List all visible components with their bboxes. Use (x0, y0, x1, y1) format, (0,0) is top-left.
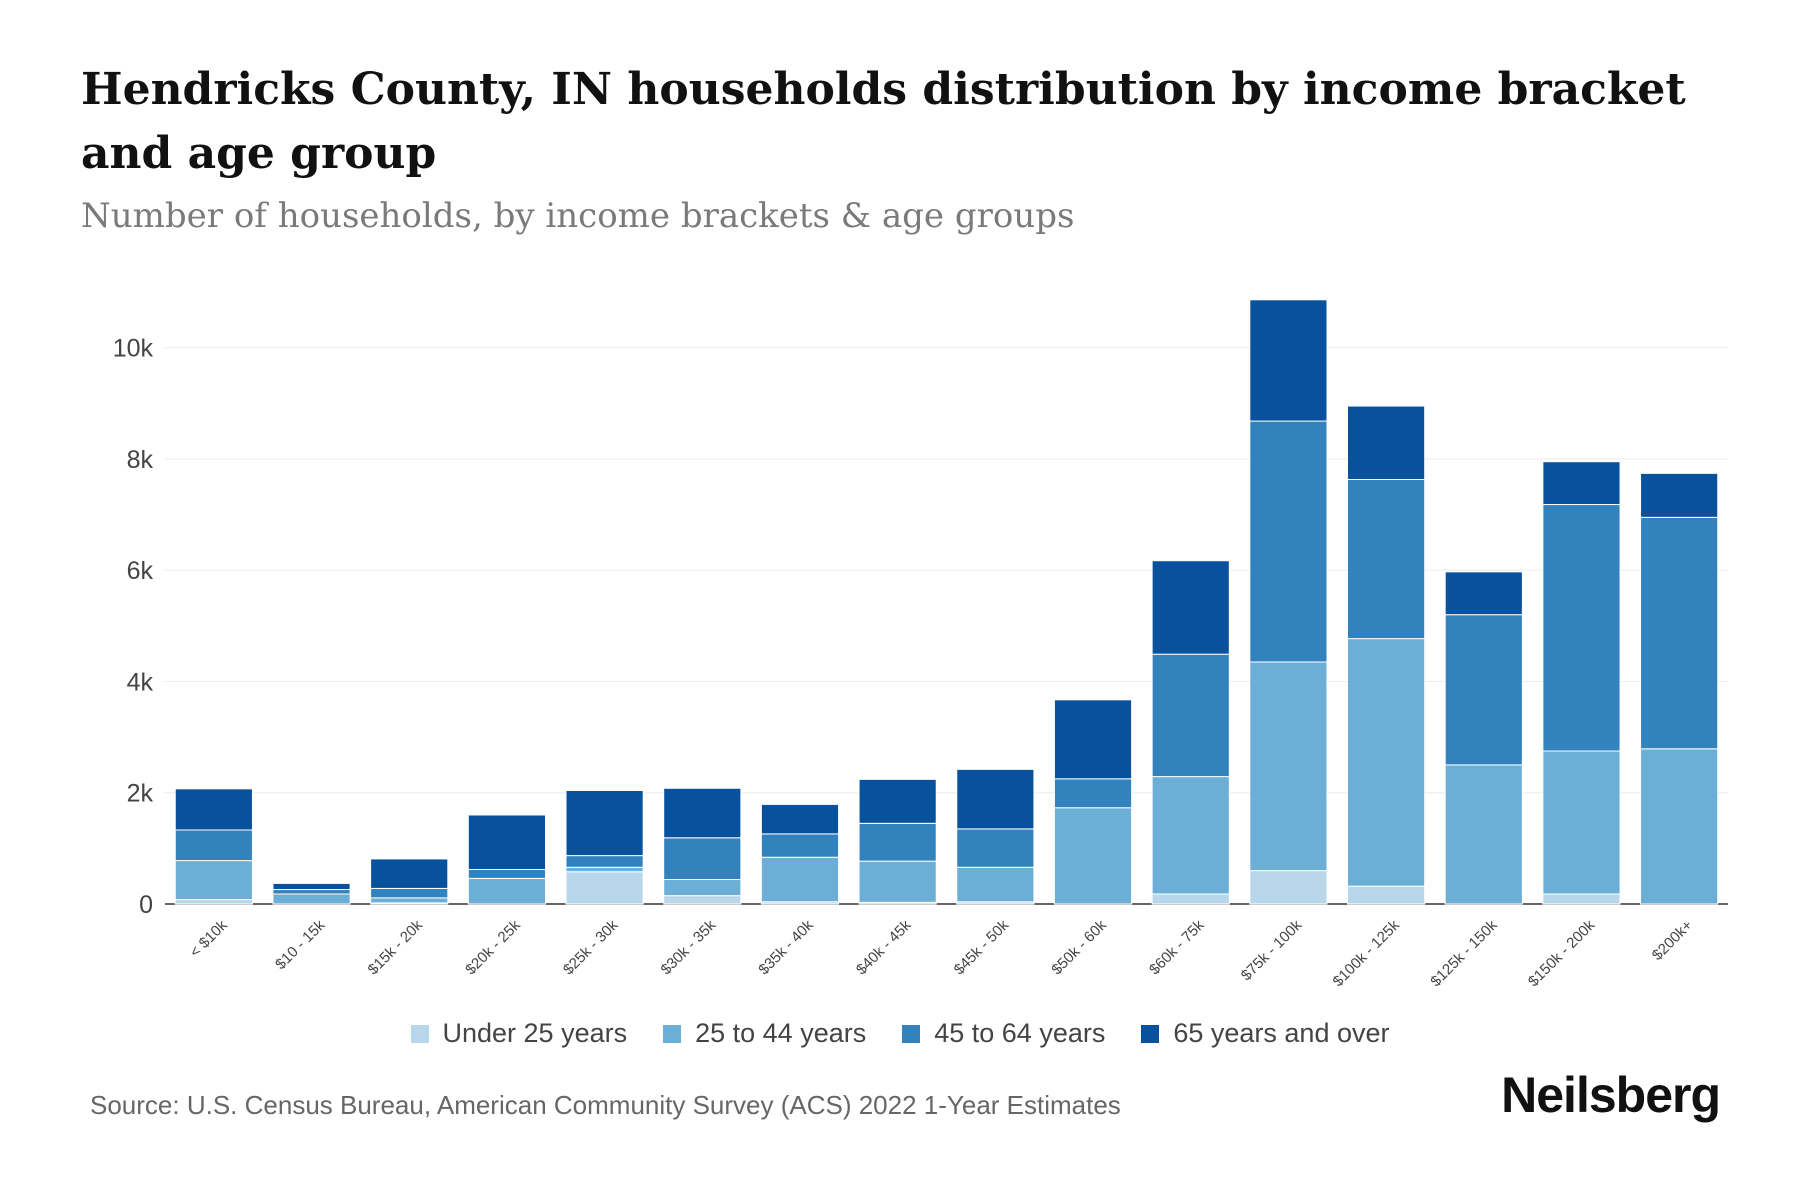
stacked-bar-chart: 0 2k 4k 6k 8k 10k < $10k $10 - 15k $15k - 20k $2… (113, 299, 1728, 990)
x-tick-label: $45k - 50k (951, 916, 1013, 978)
bar-segment (1151, 653, 1230, 778)
bar-segment (1249, 870, 1328, 905)
bar-segment (858, 822, 937, 862)
bar-segment (760, 833, 840, 858)
x-tick-label: $50k - 60k (1048, 916, 1110, 978)
y-tick-label: 0 (139, 891, 153, 919)
x-tick-label: $15k - 20k (364, 916, 426, 978)
legend-label: 25 to 44 years (695, 1018, 867, 1048)
x-tick-label: $125k - 150k (1427, 916, 1501, 990)
bar-segment (272, 893, 351, 905)
legend-swatch (663, 1024, 682, 1043)
x-tick-label: $10 - 15k (272, 916, 329, 973)
x-tick-label: $30k - 35k (658, 916, 720, 978)
bar-segment (1542, 461, 1621, 506)
source-note: Source: U.S. Census Bureau, American Com… (90, 1090, 1121, 1120)
legend-label: 45 to 64 years (934, 1018, 1106, 1048)
bar-segment (174, 829, 253, 862)
chart-title: Hendricks County, IN households distribu… (81, 64, 1686, 179)
bar-segment (1151, 893, 1230, 905)
bar-segment (663, 895, 742, 905)
bar-segment (174, 899, 253, 905)
bar-segment (1542, 504, 1621, 752)
y-tick-label: 4k (127, 668, 154, 696)
bar-segment (1640, 748, 1719, 905)
chart-subtitle: Number of households, by income brackets… (81, 196, 1075, 236)
bar-segment (1053, 699, 1133, 780)
bar-segment (1347, 478, 1426, 640)
bar-segment (1151, 560, 1230, 655)
bar-segment (858, 860, 937, 903)
legend-item-45-to-64: 45 to 64 years (902, 1018, 1105, 1049)
bar-segment (663, 787, 742, 839)
chart-legend: Under 25 years 25 to 44 years 45 to 64 y… (0, 1018, 1800, 1049)
bar-segment (1347, 638, 1426, 887)
legend-swatch (410, 1024, 429, 1043)
bar-segment (370, 887, 449, 899)
bar-segment (956, 828, 1035, 868)
bar-segment (1542, 750, 1621, 895)
legend-swatch (1141, 1024, 1160, 1043)
bar-segment (858, 778, 937, 824)
bar-segment (1249, 299, 1328, 422)
bar-segment (370, 897, 449, 904)
legend-label: Under 25 years (442, 1018, 628, 1048)
bar-segment (1249, 661, 1328, 872)
bar-segment (663, 879, 742, 897)
bar-segment (1053, 807, 1133, 905)
legend-label: 65 years and over (1173, 1018, 1390, 1048)
bar-segment (1444, 764, 1523, 905)
x-tick-label: < $10k (187, 916, 232, 961)
bar-segment (565, 866, 644, 873)
bar-segment (1151, 776, 1230, 895)
x-tick-label: $40k - 45k (853, 916, 915, 978)
x-tick-label: $25k - 30k (560, 916, 622, 978)
x-tick-label: $150k - 200k (1525, 916, 1599, 990)
bar-segment (467, 877, 546, 905)
y-tick-label: 10k (113, 335, 154, 363)
bar-segment (663, 837, 742, 881)
bar-segment (174, 788, 253, 831)
bar-segment (565, 790, 644, 857)
bar-segment (467, 869, 546, 879)
y-tick-label: 6k (127, 557, 154, 585)
y-tick-label: 8k (127, 446, 154, 474)
bar-segment (1444, 614, 1523, 766)
y-tick-label: 2k (127, 780, 154, 808)
bar-segment (1542, 893, 1621, 905)
bar-segment (272, 889, 351, 895)
bar-segment (467, 814, 546, 871)
bar-segment (1249, 420, 1328, 663)
bar-segment (956, 866, 1035, 903)
bar-segment (565, 871, 644, 905)
x-tick-label: $100k - 125k (1330, 916, 1404, 990)
bar-segment (1053, 778, 1133, 809)
bar-segment (760, 856, 840, 903)
bar-segment (370, 858, 449, 889)
legend-item-65-and-over: 65 years and over (1141, 1018, 1390, 1049)
legend-swatch (902, 1024, 921, 1043)
legend-item-25-to-44: 25 to 44 years (663, 1018, 866, 1049)
x-tick-label: $20k - 25k (462, 916, 524, 978)
bar-segment (1444, 571, 1523, 616)
bar-segment (565, 855, 644, 868)
brand-logo: Neilsberg (1501, 1067, 1721, 1123)
bar-segment (174, 860, 253, 901)
bar-segment (1347, 405, 1426, 480)
bar-segment (1640, 472, 1719, 518)
bar-segment (1640, 516, 1719, 750)
bar-segment (1347, 885, 1426, 905)
x-tick-label: $75k - 100k (1238, 916, 1306, 984)
x-tick-label: $60k - 75k (1146, 916, 1208, 978)
bar-segment (272, 882, 351, 891)
bar-segment (956, 768, 1035, 830)
bar-segment (760, 803, 840, 835)
x-tick-label: $200k+ (1649, 917, 1696, 964)
legend-item-under-25: Under 25 years (410, 1018, 628, 1049)
x-tick-label: $35k - 40k (755, 916, 817, 978)
